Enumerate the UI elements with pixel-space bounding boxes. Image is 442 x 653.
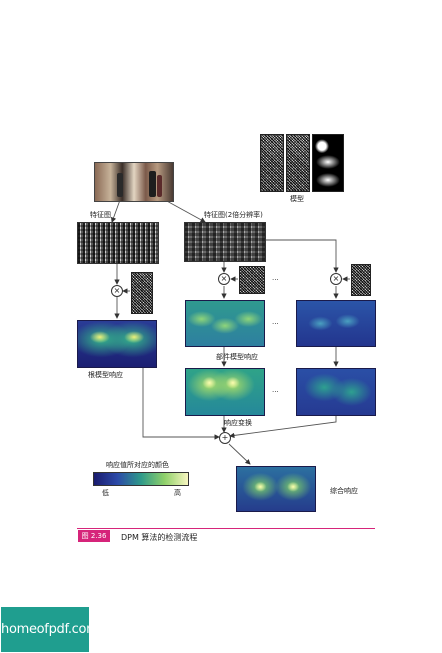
ellipsis: ··· — [272, 276, 279, 284]
part-response-heatmap — [185, 300, 265, 347]
input-image — [94, 162, 174, 202]
part-response-label: 部件模型响应 — [216, 353, 258, 361]
ellipsis: ··· — [272, 388, 279, 396]
root-response-label: 根模型响应 — [88, 371, 123, 379]
caption-rule — [77, 528, 375, 529]
multiply-operator: × — [218, 273, 230, 285]
part-filter — [239, 266, 265, 294]
model-label: 模型 — [290, 195, 304, 203]
watermark[interactable]: homeofpdf.com — [1, 607, 99, 652]
ellipsis: ··· — [272, 320, 279, 328]
part-filter — [351, 264, 371, 296]
figure-number-badge: 图 2.36 — [78, 530, 110, 542]
root-filter — [131, 272, 153, 314]
figure-number: 图 2.36 — [81, 532, 107, 540]
pedestrian-figure — [157, 175, 162, 197]
transformed-response-label: 响应变换 — [224, 419, 252, 427]
feature-map-2x — [184, 222, 266, 262]
colorbar-high-label: 高 — [174, 489, 181, 497]
colorbar — [93, 472, 189, 486]
transformed-response-heatmap — [296, 368, 376, 416]
part-response-heatmap — [296, 300, 376, 347]
transformed-response-heatmap — [185, 368, 265, 416]
figure-caption: DPM 算法的检测流程 — [121, 533, 198, 542]
feature-map-label: 特征图 — [90, 211, 111, 219]
watermark-text: homeofpdf.com — [1, 622, 99, 637]
colorbar-title: 响应值所对应的颜色 — [106, 461, 169, 469]
part-filter-model — [286, 134, 310, 192]
add-operator: + — [219, 432, 231, 444]
feature-map-2x-label: 特征图(2倍分辨率) — [204, 211, 263, 219]
multiply-operator: × — [111, 285, 123, 297]
deformation-model — [312, 134, 344, 192]
combined-response-label: 综合响应 — [330, 487, 358, 495]
multiply-operator: × — [330, 273, 342, 285]
root-filter-model — [260, 134, 284, 192]
pedestrian-figure — [149, 171, 156, 197]
root-response-heatmap — [77, 320, 157, 368]
combined-response-heatmap — [236, 466, 316, 512]
feature-map — [77, 222, 159, 264]
colorbar-low-label: 低 — [102, 489, 109, 497]
pedestrian-figure — [117, 173, 123, 197]
